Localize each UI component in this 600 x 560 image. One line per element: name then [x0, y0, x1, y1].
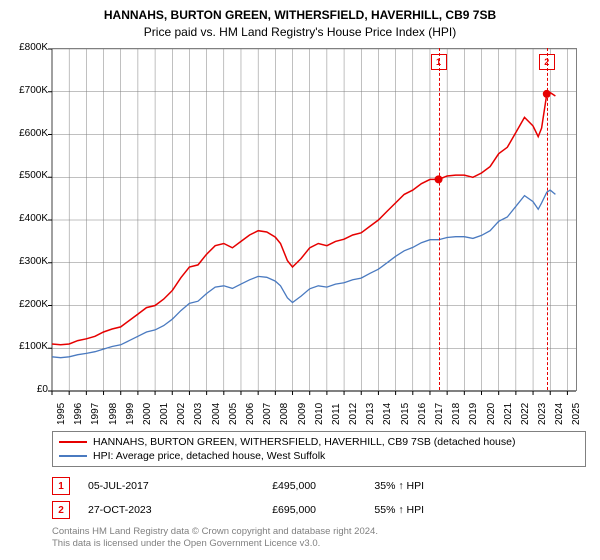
transaction-rows: 1 05-JUL-2017 £495,000 35% ↑ HPI 2 27-OC… — [52, 474, 576, 522]
x-tick-label: 2009 — [297, 403, 308, 425]
x-tick-label: 2007 — [262, 403, 273, 425]
x-tick-label: 2022 — [520, 403, 531, 425]
transaction-price: £695,000 — [226, 504, 316, 516]
x-tick-label: 2017 — [434, 403, 445, 425]
legend-label: HANNAHS, BURTON GREEN, WITHERSFIELD, HAV… — [93, 436, 515, 448]
chart-container: HANNAHS, BURTON GREEN, WITHERSFIELD, HAV… — [0, 0, 600, 560]
chart-subtitle: Price paid vs. HM Land Registry's House … — [0, 22, 600, 39]
y-tick-label: £700K — [4, 85, 48, 96]
x-tick-label: 2020 — [486, 403, 497, 425]
transaction-date: 27-OCT-2023 — [88, 504, 208, 516]
x-tick-label: 2015 — [400, 403, 411, 425]
y-tick-label: £500K — [4, 170, 48, 181]
marker-badge: 2 — [52, 501, 70, 519]
reference-vline — [547, 48, 548, 390]
plot-area — [52, 48, 577, 391]
x-tick-label: 2002 — [176, 403, 187, 425]
transaction-date: 05-JUL-2017 — [88, 480, 208, 492]
y-tick-label: £0 — [4, 384, 48, 395]
x-tick-label: 2018 — [451, 403, 462, 425]
transaction-row: 2 27-OCT-2023 £695,000 55% ↑ HPI — [52, 498, 576, 522]
x-tick-label: 2005 — [228, 403, 239, 425]
y-tick-label: £300K — [4, 256, 48, 267]
chart-title: HANNAHS, BURTON GREEN, WITHERSFIELD, HAV… — [0, 0, 600, 22]
x-tick-label: 2025 — [571, 403, 582, 425]
x-tick-label: 2003 — [193, 403, 204, 425]
x-tick-label: 2001 — [159, 403, 170, 425]
license-line: Contains HM Land Registry data © Crown c… — [52, 526, 378, 538]
reference-vline — [439, 48, 440, 390]
x-tick-label: 2021 — [503, 403, 514, 425]
y-tick-label: £600K — [4, 128, 48, 139]
x-tick-label: 1995 — [56, 403, 67, 425]
x-tick-label: 1997 — [90, 403, 101, 425]
marker-badge: 1 — [52, 477, 70, 495]
transaction-row: 1 05-JUL-2017 £495,000 35% ↑ HPI — [52, 474, 576, 498]
x-tick-label: 2023 — [537, 403, 548, 425]
x-tick-label: 2010 — [314, 403, 325, 425]
x-tick-label: 2016 — [417, 403, 428, 425]
legend-label: HPI: Average price, detached house, West… — [93, 450, 325, 462]
x-tick-label: 1998 — [108, 403, 119, 425]
license-text: Contains HM Land Registry data © Crown c… — [52, 526, 378, 551]
legend-swatch — [59, 455, 87, 456]
transaction-pct: 35% ↑ HPI — [334, 480, 424, 492]
x-tick-label: 2000 — [142, 403, 153, 425]
x-tick-label: 2013 — [365, 403, 376, 425]
x-tick-label: 2011 — [331, 403, 342, 425]
x-tick-label: 2006 — [245, 403, 256, 425]
y-tick-label: £200K — [4, 299, 48, 310]
y-tick-label: £800K — [4, 42, 48, 53]
transaction-price: £495,000 — [226, 480, 316, 492]
legend-item: HPI: Average price, detached house, West… — [59, 449, 579, 463]
x-tick-label: 2024 — [554, 403, 565, 425]
x-tick-label: 1999 — [125, 403, 136, 425]
license-line: This data is licensed under the Open Gov… — [52, 538, 378, 550]
x-tick-label: 2014 — [382, 403, 393, 425]
transaction-pct: 55% ↑ HPI — [334, 504, 424, 516]
x-tick-label: 2008 — [279, 403, 290, 425]
chart-svg — [52, 49, 576, 391]
legend: HANNAHS, BURTON GREEN, WITHERSFIELD, HAV… — [52, 431, 586, 467]
y-tick-label: £400K — [4, 213, 48, 224]
x-tick-label: 2019 — [468, 403, 479, 425]
x-tick-label: 2012 — [348, 403, 359, 425]
legend-swatch — [59, 441, 87, 443]
legend-item: HANNAHS, BURTON GREEN, WITHERSFIELD, HAV… — [59, 435, 579, 449]
x-tick-label: 2004 — [211, 403, 222, 425]
x-tick-label: 1996 — [73, 403, 84, 425]
y-tick-label: £100K — [4, 341, 48, 352]
